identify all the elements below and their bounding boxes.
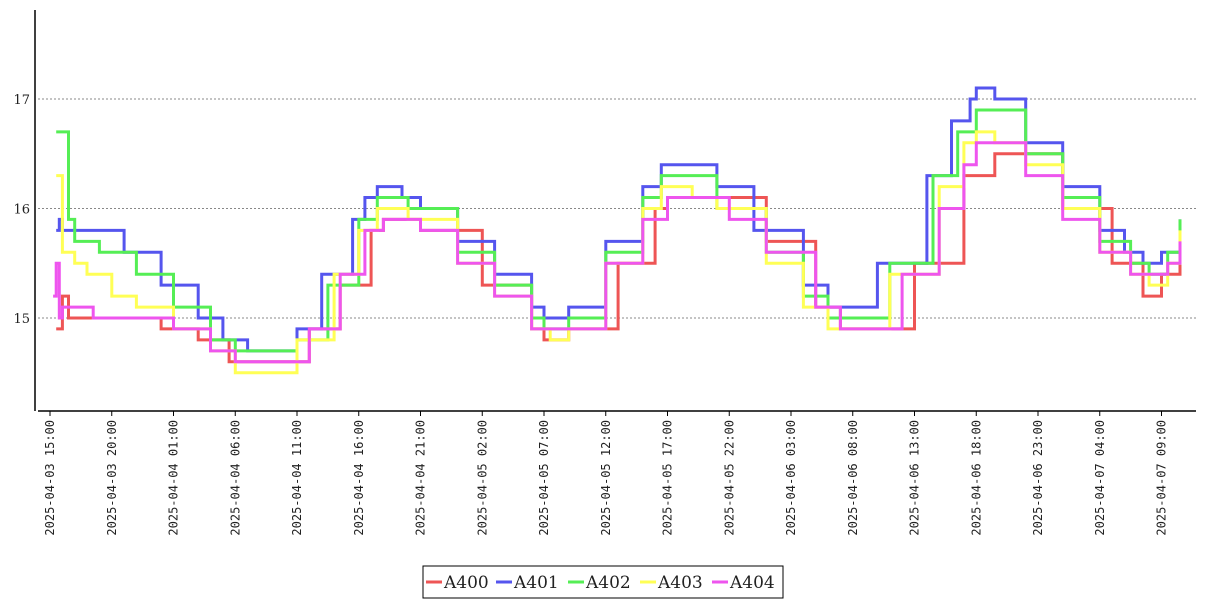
y-tick-labels: 15 16 17 — [13, 93, 30, 327]
x-tick-label: 2025-04-05 12:00 — [599, 420, 613, 536]
x-tick-label: 2025-04-06 23:00 — [1031, 420, 1045, 536]
x-tick-label: 2025-04-05 07:00 — [537, 420, 551, 536]
x-tick-label: 2025-04-04 21:00 — [414, 420, 428, 536]
x-tick-label: 2025-04-04 01:00 — [167, 420, 181, 536]
legend-label: A402 — [585, 573, 631, 593]
series-line-a404 — [53, 141, 1182, 364]
legend-label: A400 — [443, 573, 489, 593]
x-tick-label: 2025-04-03 20:00 — [105, 420, 119, 536]
x-tick-label: 2025-04-03 15:00 — [43, 420, 57, 536]
x-tick-labels: 2025-04-03 15:00 2025-04-03 20:00 2025-04-… — [43, 411, 1169, 536]
series-lines — [53, 86, 1182, 375]
x-tick-label: 2025-04-05 02:00 — [475, 420, 489, 536]
y-tick-label: 17 — [13, 93, 30, 108]
x-tick-label: 2025-04-06 08:00 — [846, 420, 860, 536]
x-tick-label: 2025-04-04 06:00 — [228, 420, 242, 536]
legend-label: A401 — [513, 573, 559, 593]
y-tick-label: 15 — [13, 312, 30, 327]
x-tick-label: 2025-04-06 13:00 — [908, 420, 922, 536]
x-tick-label: 2025-04-06 18:00 — [969, 420, 983, 536]
x-tick-label: 2025-04-05 17:00 — [661, 420, 675, 536]
x-tick-label: 2025-04-05 22:00 — [722, 420, 736, 536]
legend-label: A404 — [729, 573, 775, 593]
axes — [34, 10, 1196, 412]
x-tick-label: 2025-04-04 16:00 — [352, 420, 366, 536]
x-tick-label: 2025-04-07 04:00 — [1093, 420, 1107, 536]
legend-label: A403 — [657, 573, 703, 593]
x-tick-label: 2025-04-04 11:00 — [290, 420, 304, 536]
x-tick-label: 2025-04-06 03:00 — [784, 420, 798, 536]
series-line-a400 — [56, 152, 1182, 364]
y-tick-label: 16 — [13, 203, 30, 218]
x-tick-label: 2025-04-07 09:00 — [1155, 420, 1169, 536]
legend: A400 A401 A402 A403 A404 — [422, 565, 784, 599]
